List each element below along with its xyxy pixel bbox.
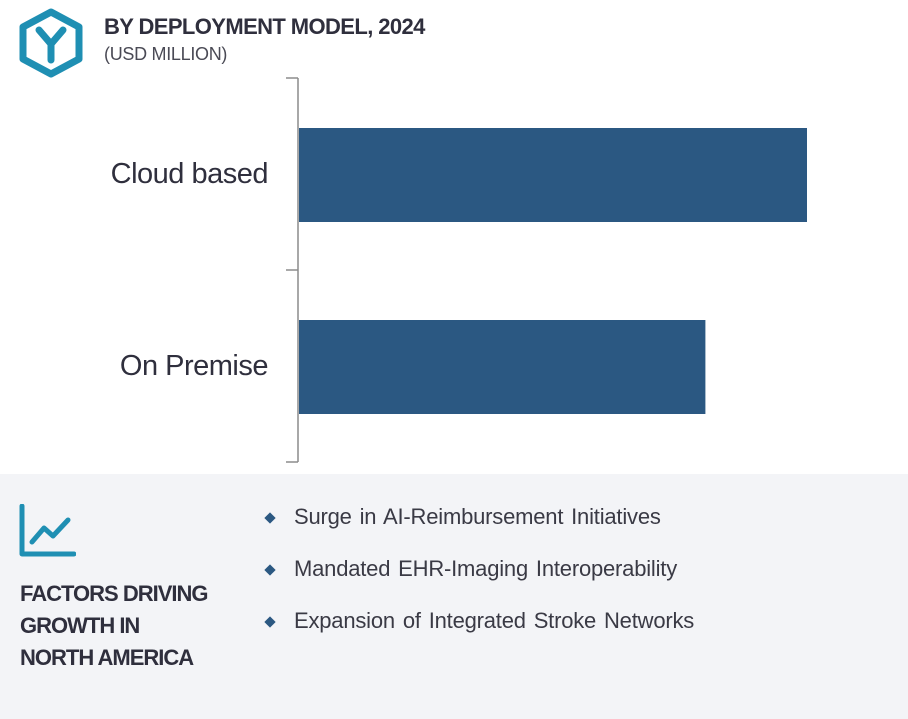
factors-heading: FACTORS DRIVING GROWTH IN NORTH AMERICA xyxy=(20,578,250,674)
category-labels: Cloud based On Premise xyxy=(111,158,269,382)
diamond-bullet-icon xyxy=(264,512,276,524)
bar xyxy=(299,128,807,222)
trend-line-icon xyxy=(19,504,76,557)
bar-chart: Cloud based On Premise xyxy=(111,77,807,463)
chart-subtitle: (USD MILLION) xyxy=(104,44,228,64)
factor-text: Mandated EHR-Imaging Interoperability xyxy=(294,556,678,581)
diamond-bullet-icon xyxy=(264,616,276,628)
factor-text: Expansion of Integrated Stroke Networks xyxy=(294,608,695,633)
factors-heading-line: NORTH AMERICA xyxy=(20,645,194,670)
hexagon-y-logo-icon xyxy=(19,8,83,78)
header: BY DEPLOYMENT MODEL, 2024 (USD MILLION) xyxy=(0,0,908,80)
diamond-bullet-icon xyxy=(264,564,276,576)
chart-title: BY DEPLOYMENT MODEL, 2024 xyxy=(104,14,425,39)
factors-heading-line: GROWTH IN xyxy=(20,613,140,638)
category-tick-label: Cloud based xyxy=(111,158,268,190)
factors-panel: FACTORS DRIVING GROWTH IN NORTH AMERICA … xyxy=(0,474,908,719)
factor-text: Surge in AI-Reimbursement Initiatives xyxy=(294,504,661,529)
bar-series xyxy=(299,128,807,414)
category-tick-label: On Premise xyxy=(120,350,268,382)
factors-heading-line: FACTORS DRIVING xyxy=(20,581,209,606)
bar xyxy=(299,320,706,414)
y-axis xyxy=(286,77,299,463)
